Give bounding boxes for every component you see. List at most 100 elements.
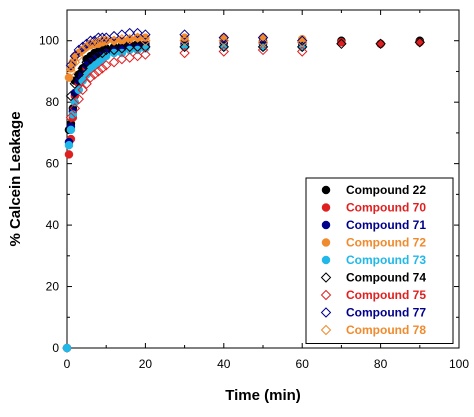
data-point: [77, 44, 88, 56]
series-6: [65, 44, 308, 123]
data-point: [116, 33, 128, 45]
y-tick-label: 0: [52, 341, 59, 355]
data-point: [179, 35, 190, 46]
series-8: [65, 32, 308, 77]
data-point: [97, 35, 108, 46]
data-point: [375, 38, 386, 50]
data-points: [62, 27, 426, 353]
data-point: [124, 27, 135, 39]
data-point: [257, 37, 269, 48]
y-tick-label: 20: [46, 280, 60, 294]
data-point: [218, 41, 230, 53]
data-point: [296, 37, 308, 48]
data-point: [62, 343, 72, 353]
data-point: [296, 41, 308, 53]
data-point: [132, 32, 143, 43]
data-point: [64, 150, 74, 159]
data-point: [140, 41, 151, 53]
legend-box: [305, 177, 454, 344]
legend-marker: [321, 220, 331, 230]
y-tick-label: 100: [39, 34, 59, 48]
data-point: [69, 57, 81, 68]
data-point: [93, 47, 104, 59]
legend-marker: [320, 272, 332, 283]
data-point: [65, 90, 77, 102]
legend-label: Compound 78: [346, 323, 426, 337]
legend: Compound 22 Compound 70 Compound 71 Compoun…: [305, 177, 454, 344]
legend-marker: [320, 289, 332, 301]
data-point: [85, 53, 96, 65]
x-tick-label: 20: [139, 357, 153, 371]
series-7: [65, 27, 308, 71]
legend-label: Compound 22: [346, 183, 426, 197]
data-point: [97, 63, 108, 74]
series-4: [62, 42, 307, 353]
data-point: [81, 78, 92, 89]
data-point: [85, 72, 96, 83]
x-tick-label: 0: [64, 357, 71, 371]
data-point: [77, 41, 88, 53]
data-point: [376, 39, 385, 49]
data-point: [73, 93, 84, 105]
legend-marker: [321, 185, 331, 195]
data-point: [296, 35, 308, 46]
legend-label: Compound 72: [346, 236, 426, 250]
data-point: [414, 37, 426, 48]
data-point: [93, 66, 104, 77]
legend-marker: [320, 307, 332, 318]
data-point: [73, 44, 84, 56]
data-point: [179, 29, 190, 40]
x-tick-label: 40: [217, 357, 231, 371]
legend-marker: [321, 255, 331, 265]
data-point: [257, 32, 269, 43]
data-point: [100, 60, 112, 71]
data-point: [77, 84, 88, 96]
data-point: [133, 45, 142, 55]
x-tick-label: 80: [374, 357, 388, 371]
data-point: [296, 46, 308, 57]
legend-label: Compound 71: [346, 218, 426, 232]
data-point: [89, 50, 100, 62]
legend-marker: [321, 238, 331, 247]
x-axis-label: Time (min): [225, 387, 301, 404]
data-point: [257, 44, 269, 56]
series-2: [62, 38, 307, 353]
data-point: [77, 63, 88, 74]
legend-label: Compound 73: [346, 253, 426, 267]
data-point: [73, 69, 84, 80]
data-point: [336, 38, 347, 50]
data-point: [180, 42, 189, 52]
data-point: [69, 78, 81, 89]
series-3: [62, 33, 307, 353]
legend-marker: [321, 203, 331, 212]
data-point: [179, 41, 190, 53]
x-tick-label: 100: [449, 357, 469, 371]
data-point: [73, 50, 84, 62]
data-point: [179, 47, 190, 59]
data-point: [89, 38, 100, 50]
x-tick-label: 60: [296, 357, 310, 371]
data-point: [218, 46, 230, 57]
data-point: [64, 140, 74, 150]
data-point: [81, 57, 92, 68]
data-point: [69, 50, 81, 62]
data-point: [218, 35, 230, 46]
data-point: [109, 48, 119, 58]
y-tick-label: 60: [46, 157, 60, 171]
data-point: [218, 32, 230, 43]
data-point: [100, 35, 112, 46]
data-point: [89, 69, 100, 80]
series-5: [65, 37, 426, 102]
data-point: [100, 44, 112, 56]
data-point: [141, 44, 150, 53]
legend-label: Compound 74: [346, 271, 426, 285]
data-point: [219, 33, 229, 42]
data-point: [69, 103, 81, 114]
data-point: [85, 35, 96, 46]
data-point: [140, 29, 151, 40]
data-point: [140, 35, 151, 46]
legend-label: Compound 77: [346, 306, 426, 320]
data-point: [140, 49, 151, 60]
